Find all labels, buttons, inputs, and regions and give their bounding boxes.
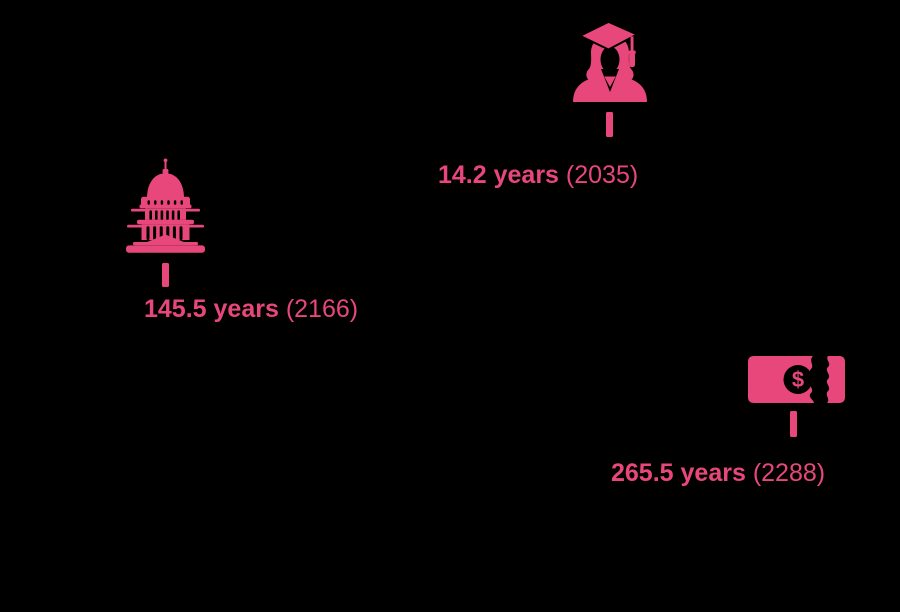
timeline-label: 14.2 years (2035) bbox=[438, 163, 638, 188]
timeline-tick bbox=[606, 112, 613, 137]
timeline-label: 265.5 years (2288) bbox=[611, 461, 825, 486]
target-year: (2166) bbox=[285, 295, 359, 323]
capitol-icon bbox=[126, 158, 205, 253]
duration-value: 14.2 years bbox=[438, 161, 559, 189]
dollar-sign-glyph: $ bbox=[792, 367, 804, 392]
duration-value: 145.5 years bbox=[144, 295, 279, 323]
torn-banknote-icon: $ bbox=[748, 356, 845, 403]
timeline-label: 145.5 years (2166) bbox=[144, 297, 358, 322]
target-year: (2288) bbox=[752, 459, 826, 487]
graduate-icon bbox=[570, 21, 650, 102]
target-year: (2035) bbox=[565, 161, 639, 189]
timeline-tick bbox=[790, 411, 797, 437]
duration-value: 265.5 years bbox=[611, 459, 746, 487]
timeline-tick bbox=[162, 263, 169, 287]
